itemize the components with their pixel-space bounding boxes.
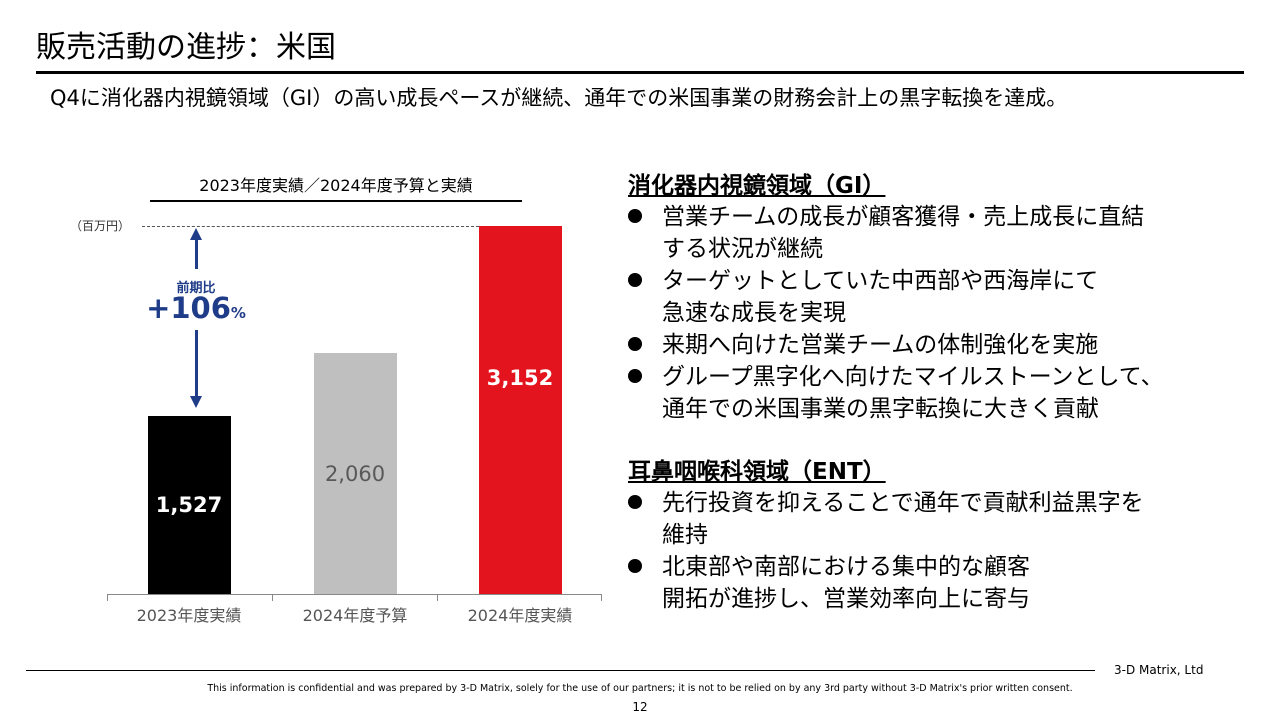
- bullet-text: 先行投資を抑えることで通年で貢献利益黒字を 維持: [662, 490, 1144, 548]
- x-axis-tick: [601, 594, 602, 601]
- bullet-text: 来期へ向けた営業チームの体制強化を実施: [662, 332, 1099, 358]
- bullet-icon: [628, 337, 642, 351]
- growth-number: +106: [146, 291, 231, 325]
- gi-section-heading: 消化器内視鏡領域（GI）: [628, 173, 886, 199]
- arrow-down-icon: [190, 396, 202, 408]
- gi-section: 消化器内視鏡領域（GI） 営業チームの成長が顧客獲得・売上成長に直結 する状況が…: [628, 171, 1248, 425]
- ent-bullet-list: 先行投資を抑えることで通年で貢献利益黒字を 維持 北東部や南部における集中的な顧…: [628, 487, 1248, 615]
- chart-title-underline: [150, 200, 522, 202]
- bullet-text: ターゲットとしていた中西部や西海岸にて 急速な成長を実現: [662, 268, 1099, 326]
- growth-value: +106%: [146, 291, 246, 325]
- bullet-item: ターゲットとしていた中西部や西海岸にて 急速な成長を実現: [628, 265, 1248, 329]
- bullet-icon: [628, 273, 642, 287]
- bar-3: 3,152: [478, 226, 562, 594]
- bullet-icon: [628, 369, 642, 383]
- bullet-item: 先行投資を抑えることで通年で貢献利益黒字を 維持: [628, 487, 1248, 551]
- confidentiality-disclaimer: This information is confidential and was…: [207, 683, 1073, 694]
- revenue-bar-chart: 2023年度実績／2024年度予算と実績 （百万円） 前期比 +106% 1,5…: [0, 160, 620, 630]
- title-divider: [36, 71, 1244, 74]
- bar-value-label: 2,060: [324, 461, 386, 486]
- arrow-shaft-top: [195, 238, 198, 269]
- bullet-icon: [628, 559, 642, 573]
- slide-subtitle: Q4に消化器内視鏡領域（GI）の高い成長ペースが継続、通年での米国事業の財務会計…: [50, 86, 1068, 110]
- chart-unit-label: （百万円）: [70, 219, 131, 233]
- x-axis-tick: [272, 594, 273, 601]
- bullet-icon: [628, 209, 642, 223]
- gi-bullet-list: 営業チームの成長が顧客獲得・売上成長に直結 する状況が継続 ターゲットとしていた…: [628, 201, 1248, 425]
- bullet-item: 営業チームの成長が顧客獲得・売上成長に直結 する状況が継続: [628, 201, 1248, 265]
- bar-value-label: 3,152: [486, 366, 554, 390]
- x-axis-category-label: 2024年度予算: [302, 606, 408, 625]
- bar-value-label: 1,527: [155, 492, 223, 517]
- company-name: 3-D Matrix, Ltd: [1114, 663, 1204, 677]
- slide-title: 販売活動の進捗：米国: [36, 30, 336, 65]
- arrow-shaft-bottom: [195, 330, 198, 398]
- bullet-item: 来期へ向けた営業チームの体制強化を実施: [628, 329, 1248, 361]
- bullet-icon: [628, 495, 642, 509]
- bullet-text: 北東部や南部における集中的な顧客 開拓が進捗し、営業効率向上に寄与: [662, 554, 1030, 612]
- x-axis-category-label: 2024年度実績: [467, 606, 573, 625]
- ent-section: 耳鼻咽喉科領域（ENT） 先行投資を抑えることで通年で貢献利益黒字を 維持 北東…: [628, 457, 1248, 615]
- growth-label: 前期比: [176, 281, 216, 296]
- arrow-up-icon: [190, 228, 202, 240]
- reference-dashed-line: [142, 226, 479, 227]
- bullet-item: 北東部や南部における集中的な顧客 開拓が進捗し、営業効率向上に寄与: [628, 551, 1248, 615]
- x-axis-tick: [437, 594, 438, 601]
- ent-section-heading: 耳鼻咽喉科領域（ENT）: [628, 459, 886, 485]
- x-axis-category-label: 2023年度実績: [136, 606, 242, 625]
- bar-2: 2,060: [313, 353, 397, 594]
- bar-1: 1,527: [147, 415, 231, 594]
- bullet-item: グループ黒字化へ向けたマイルストーンとして、 通年での米国事業の黒字転換に大きく…: [628, 361, 1248, 425]
- chart-title: 2023年度実績／2024年度予算と実績: [199, 176, 473, 195]
- growth-unit: %: [230, 304, 246, 322]
- page-number: 12: [632, 700, 648, 714]
- bullet-text: グループ黒字化へ向けたマイルストーンとして、 通年での米国事業の黒字転換に大きく…: [662, 364, 1164, 422]
- footer-divider: [26, 670, 1095, 671]
- x-axis-tick: [107, 594, 108, 601]
- x-axis: [107, 594, 601, 595]
- bullet-text: 営業チームの成長が顧客獲得・売上成長に直結 する状況が継続: [662, 204, 1145, 262]
